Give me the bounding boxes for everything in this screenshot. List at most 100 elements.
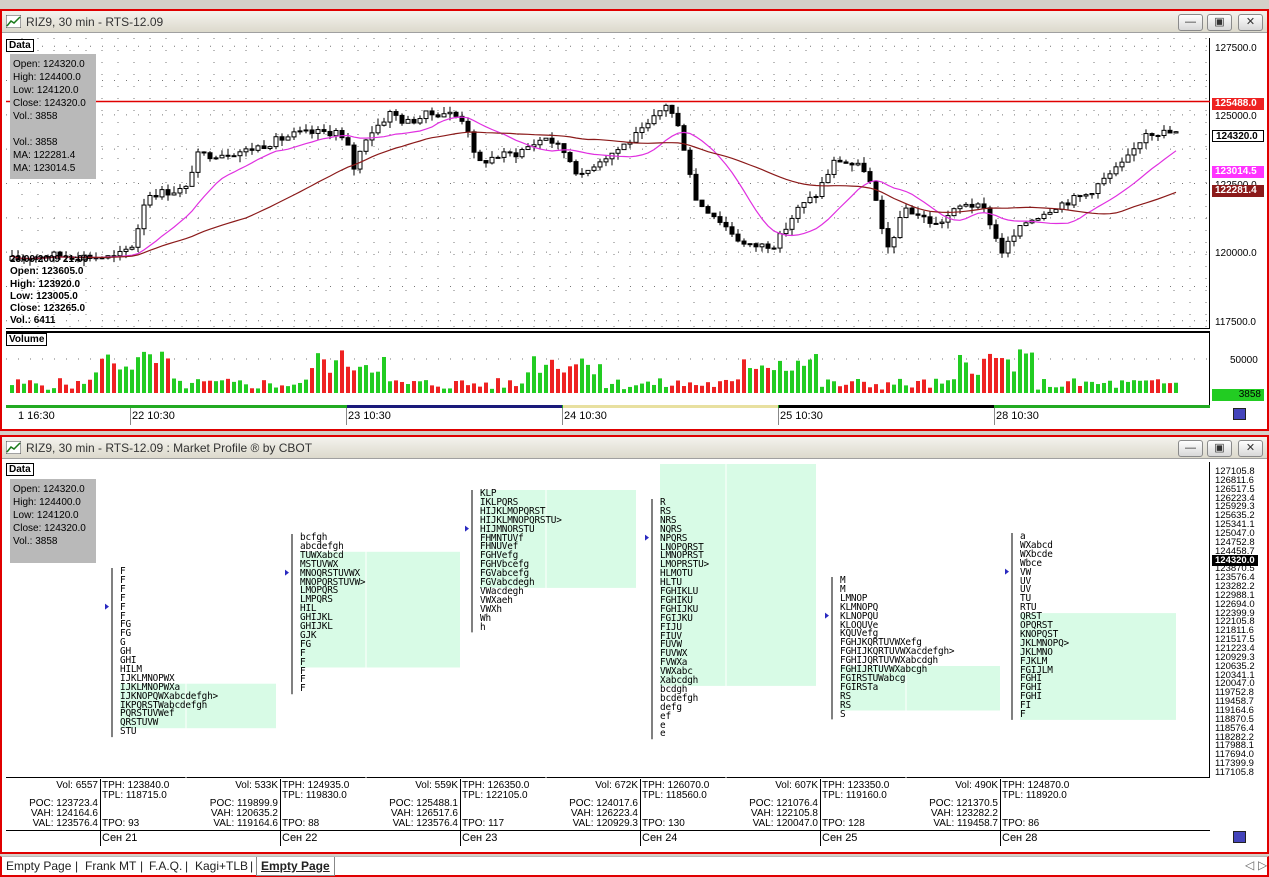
candle-body	[1059, 202, 1065, 210]
day-separator	[460, 831, 461, 846]
volume-bar	[268, 383, 272, 393]
tab-empty-page-active[interactable]: Empty Page	[256, 857, 335, 876]
profile-row: TUWXabcd	[300, 549, 344, 561]
candle-body	[687, 149, 693, 175]
candle-body	[669, 104, 675, 114]
profile-stat-tpl: TPL: 118715.0	[102, 790, 167, 801]
price-tick: 117500.0	[1215, 317, 1256, 328]
volume-bar	[508, 380, 512, 393]
profile-row: F	[120, 601, 126, 613]
tab-separator: |	[250, 859, 254, 873]
price-plot[interactable]	[6, 38, 1210, 329]
close-button[interactable]: ✕	[1238, 14, 1263, 31]
profile-row: F	[120, 592, 126, 604]
candle-body	[753, 243, 759, 248]
tab-kagi-tlb[interactable]: Kagi+TLB	[195, 859, 249, 873]
volume-bar	[952, 379, 956, 393]
market-profile-plot[interactable]: F F F F F F FG FG G GH GHI HILM IJKLMNOPWX IJKLMNOPWX…	[6, 462, 1210, 778]
ohlc-info-box: Open: 124320.0 High: 124400.0 Low: 12412…	[10, 54, 96, 179]
profile-row: F	[300, 683, 306, 695]
candle-body	[489, 156, 495, 164]
volume-bar	[940, 383, 944, 393]
restore-button[interactable]: ▣	[1207, 440, 1232, 457]
profile-stat-tpo: TPO: 128	[822, 818, 865, 829]
volume-bar	[40, 385, 44, 393]
profile-stat-vah: VAH: 126223.4	[570, 808, 638, 819]
profile-row: F	[300, 647, 306, 659]
price-tick: 117399.9	[1215, 758, 1254, 770]
volume-bar	[532, 356, 536, 393]
tab-frank-mt[interactable]: Frank MT	[85, 859, 137, 873]
candle-body	[189, 171, 195, 187]
volume-bar	[1102, 382, 1106, 393]
candle-body	[483, 160, 489, 164]
volume-bar	[514, 386, 518, 393]
volume-bar	[790, 370, 794, 393]
volume-bar	[1144, 380, 1148, 393]
tab-scroll-left-icon[interactable]: ◁	[1245, 858, 1255, 872]
tab-faq[interactable]: F.A.Q.	[149, 859, 183, 873]
profile-row: FG	[300, 638, 311, 650]
volume-last-tag: 3858	[1212, 389, 1264, 401]
volume-bar	[670, 385, 674, 393]
candle-body	[1053, 208, 1059, 213]
candle-body	[447, 111, 453, 115]
stats-divider	[100, 779, 101, 831]
profile-price-axis[interactable]: 127105.8 126811.6 126517.5 126223.4 125929.3…	[1211, 464, 1267, 778]
scroll-end-icon[interactable]	[1233, 408, 1246, 420]
time-axis[interactable]: 1 16:30 22 10:30 23 10:30 24 10:30 25 10…	[6, 405, 1210, 425]
profile-row: e	[660, 719, 666, 731]
price-tick: 121223.4	[1215, 643, 1255, 654]
candle-body	[573, 161, 579, 175]
candle-body	[897, 217, 903, 239]
volume-bar	[586, 364, 590, 393]
day-separator	[280, 831, 281, 846]
profile-stat-vah: VAH: 123282.2	[930, 808, 998, 819]
profile-day-axis[interactable]: Сен 21 Сен 22 Сен 23 Сен 24 Сен 25 Сен 28	[6, 831, 1210, 847]
candle-body	[969, 203, 975, 208]
volume-bar	[892, 384, 896, 393]
profile-row: FIUV	[660, 630, 682, 642]
ma-slow-price-tag: 122281.4	[1212, 185, 1264, 197]
candle-body	[711, 212, 717, 218]
tab-scroll-right-icon[interactable]: ▷	[1258, 858, 1268, 872]
volume-bar	[412, 381, 416, 393]
candle-body	[1155, 134, 1161, 137]
volume-bar	[778, 360, 782, 393]
price-axis[interactable]: 127500.0 125000.0 122500.0 120000.0 1175…	[1211, 38, 1267, 329]
profile-row: KQUVefg	[840, 628, 879, 640]
volume-bar	[232, 381, 236, 393]
price-tick: 125341.1	[1215, 519, 1255, 531]
price-chart-titlebar[interactable]: RIZ9, 30 min - RTS-12.09 — ▣ ✕	[2, 11, 1267, 33]
scroll-end-icon[interactable]	[1233, 831, 1246, 843]
minimize-button[interactable]: —	[1178, 14, 1203, 31]
close-button[interactable]: ✕	[1238, 440, 1263, 457]
volume-bar	[688, 382, 692, 393]
profile-row: KNOPQST	[1020, 628, 1059, 640]
volume-bar	[814, 354, 818, 393]
volume-bar	[718, 381, 722, 393]
profile-row: NQRS	[660, 523, 682, 535]
volume-plot[interactable]	[6, 331, 1210, 405]
volume-bar	[214, 381, 218, 393]
volume-bar	[202, 381, 206, 393]
minimize-button[interactable]: —	[1178, 440, 1203, 457]
candle-body	[243, 148, 249, 153]
candle-body	[663, 104, 669, 112]
price-tick: 123282.2	[1215, 581, 1255, 593]
restore-button[interactable]: ▣	[1207, 14, 1232, 31]
market-profile-titlebar[interactable]: RIZ9, 30 min - RTS-12.09 : Market Profil…	[2, 437, 1267, 459]
tab-empty-page[interactable]: Empty Page	[6, 859, 72, 873]
volume-bar	[1156, 379, 1160, 393]
profile-row: HLTU	[660, 577, 682, 589]
profile-row: LMOPQRS	[300, 585, 339, 597]
profile-stat-poc: POC: 121076.4	[749, 798, 818, 809]
candle-body	[315, 129, 321, 134]
profile-row: TU	[1020, 593, 1031, 605]
ma-fast-price-tag: 123014.5	[1212, 166, 1264, 178]
candle-body	[915, 213, 921, 216]
volume-bar	[916, 380, 920, 393]
volume-bar	[1084, 381, 1088, 393]
chart-app-icon	[6, 441, 21, 454]
volume-bar	[910, 387, 914, 393]
